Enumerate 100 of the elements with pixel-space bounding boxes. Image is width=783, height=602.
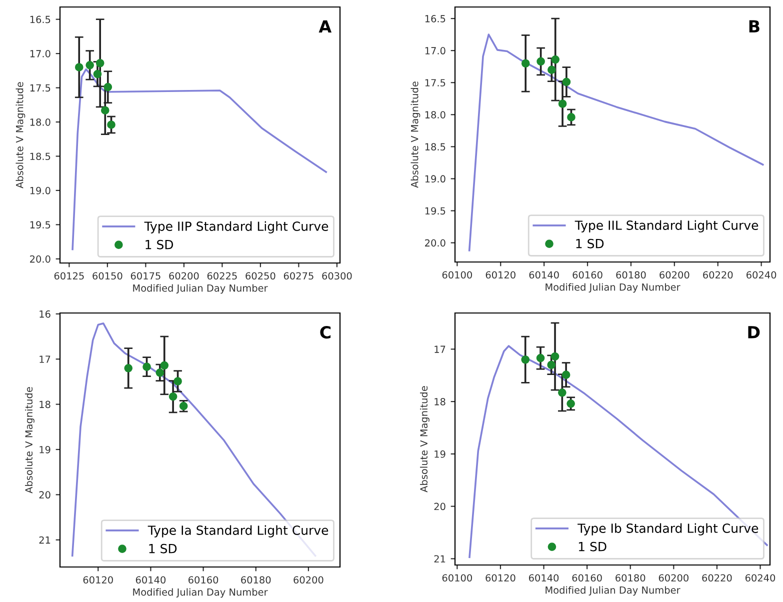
y-axis-title: Absolute V Magnitude	[410, 82, 420, 188]
x-tick-label: 60200	[660, 271, 690, 279]
y-tick-label: 19	[40, 446, 50, 454]
x-tick-label: 60225	[207, 272, 237, 280]
y-tick-label: 16	[40, 310, 50, 318]
x-tick-label: 60220	[702, 574, 732, 582]
point	[521, 355, 530, 364]
point	[100, 106, 110, 115]
x-tick-label: 60100	[442, 574, 472, 582]
point	[160, 361, 169, 370]
y-axis-title: Absolute V Magnitude	[16, 82, 26, 188]
legend-label: 1 SD	[149, 544, 177, 554]
x-tick-label: 60175	[130, 272, 160, 280]
x-tick-label: 60120	[83, 576, 113, 584]
y-tick-label: 20	[434, 502, 446, 510]
point	[86, 61, 94, 70]
x-tick-label: 60160	[572, 574, 602, 582]
x-axis-title: Modified Julian Day Number	[133, 284, 268, 294]
point	[562, 78, 571, 86]
point	[550, 352, 560, 361]
y-tick-label: 19.5	[425, 207, 446, 215]
point	[156, 368, 164, 377]
legend-label: 1 SD	[578, 542, 606, 552]
annotation: B	[749, 20, 760, 32]
y-tick-label: 19.0	[30, 186, 50, 194]
legend-label: Type Ib Standard Light Curve	[578, 523, 758, 536]
x-tick-label: 60180	[616, 271, 646, 279]
y-tick-label: 18.0	[425, 111, 446, 118]
x-tick-label: 60275	[284, 272, 314, 280]
annotation: A	[318, 20, 332, 32]
x-tick-label: 60140	[528, 574, 559, 582]
x-tick-label: 60240	[746, 271, 776, 279]
x-tick-label: 60180	[616, 574, 646, 582]
point	[521, 59, 530, 68]
point	[558, 100, 567, 108]
x-tick-label: 60180	[241, 576, 271, 584]
y-tick-label: 21	[434, 555, 446, 562]
point	[74, 63, 84, 72]
y-tick-label: 19	[434, 450, 446, 458]
y-axis-title: Absolute V Magnitude	[420, 386, 430, 492]
x-tick-label: 60200	[169, 272, 199, 280]
y-tick-label: 17	[40, 356, 50, 363]
x-tick-label: 60300	[322, 272, 352, 280]
x-axis-title: Modified Julian Day Number	[133, 588, 268, 598]
y-tick-label: 18	[434, 398, 446, 406]
x-axis-title: Modified Julian Day Number	[546, 283, 680, 293]
legend-label: 1 SD	[576, 238, 604, 248]
annotation: C	[320, 326, 331, 339]
legend-label: Type Ia Standard Light Curve	[148, 525, 328, 538]
x-tick-label: 60250	[246, 272, 276, 280]
x-tick-label: 60220	[703, 271, 733, 279]
point	[93, 70, 102, 78]
x-tick-label: 60100	[442, 271, 472, 279]
point	[547, 360, 556, 370]
point	[536, 354, 545, 362]
x-tick-label: 60150	[92, 272, 122, 280]
line-series	[468, 345, 768, 558]
x-tick-label: 60200	[294, 576, 324, 584]
y-tick-label: 18.5	[30, 152, 50, 160]
point	[142, 362, 151, 371]
x-tick-label: 60120	[486, 574, 516, 582]
y-tick-label: 17.0	[425, 47, 446, 54]
y-tick-label: 20.0	[425, 239, 446, 247]
point	[96, 58, 104, 68]
point	[536, 57, 545, 66]
line-series	[468, 34, 764, 252]
y-tick-label: 17.5	[30, 84, 50, 92]
point	[558, 388, 566, 397]
point	[562, 370, 570, 379]
point	[174, 377, 182, 386]
y-tick-label: 21	[39, 536, 50, 544]
point	[566, 399, 575, 408]
point	[168, 392, 178, 401]
y-tick-label: 16.5	[30, 16, 50, 24]
x-tick-label: 60120	[486, 271, 516, 279]
y-tick-label: 17.0	[30, 50, 50, 58]
y-tick-label: 18.5	[425, 143, 446, 151]
x-tick-label: 60140	[136, 576, 166, 584]
y-tick-label: 20	[39, 491, 50, 499]
y-tick-label: 18.0	[30, 118, 50, 126]
point	[567, 113, 576, 122]
legend-label: Type IIL Standard Light Curve	[574, 220, 758, 232]
x-tick-label: 60160	[188, 576, 218, 584]
x-tick-label: 60200	[658, 574, 688, 582]
legend-label: 1 SD	[146, 240, 174, 250]
x-tick-label: 60125	[54, 272, 84, 280]
y-tick-label: 19.0	[425, 175, 446, 183]
annotation: D	[748, 326, 760, 338]
y-axis-title: Absolute V Magnitude	[25, 387, 34, 494]
x-tick-label: 60240	[745, 574, 776, 582]
point	[124, 364, 133, 372]
x-tick-label: 60160	[572, 271, 602, 279]
y-tick-label: 20.0	[30, 255, 50, 263]
legend-label: Type IIP Standard Light Curve	[144, 221, 328, 234]
y-tick-label: 18	[40, 400, 50, 408]
y-tick-label: 17	[434, 346, 446, 353]
point	[551, 55, 560, 64]
point	[548, 66, 556, 74]
point	[107, 120, 116, 129]
point	[104, 82, 112, 92]
